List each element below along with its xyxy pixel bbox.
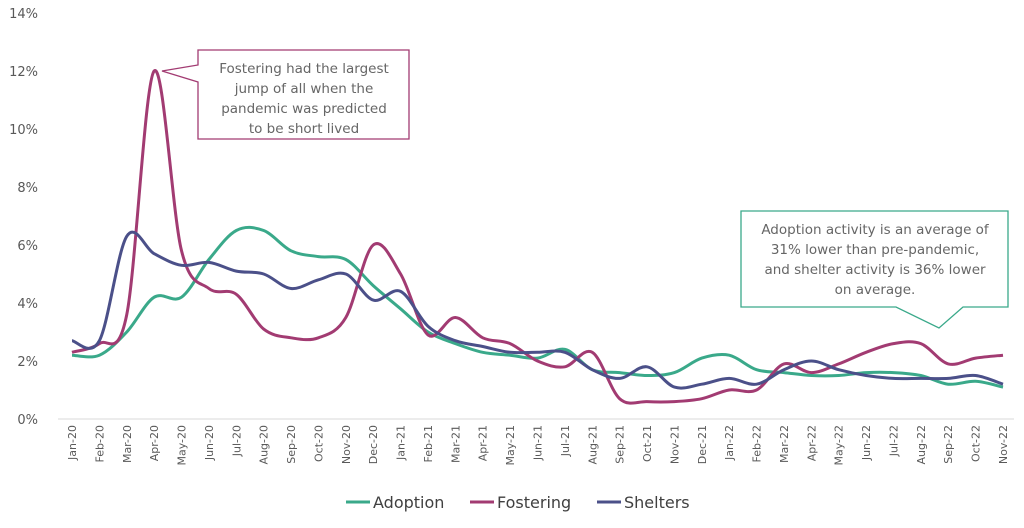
- x-tick-label: Aug-22: [915, 425, 928, 464]
- x-tick-label: Nov-22: [997, 425, 1010, 464]
- x-tick-label: Sep-21: [614, 425, 627, 464]
- x-tick-label: Oct-20: [312, 425, 325, 462]
- x-tick-label: Jan-20: [66, 425, 79, 461]
- x-tick-label: Jul-20: [230, 425, 243, 457]
- annotation-fostering-line: pandemic was predicted: [221, 101, 387, 117]
- x-tick-label: May-22: [833, 425, 846, 466]
- y-tick-label: 12%: [9, 65, 38, 80]
- x-tick-label: Feb-20: [93, 425, 106, 462]
- y-tick-label: 14%: [9, 7, 38, 22]
- annotation-fostering: Fostering had the largest jump of all wh…: [162, 50, 409, 139]
- x-tick-label: Nov-20: [340, 425, 353, 464]
- x-tick-label: Apr-20: [148, 425, 161, 461]
- x-tick-label: Nov-21: [668, 425, 681, 464]
- x-tick-label: Dec-21: [696, 425, 709, 464]
- x-tick-label: Dec-20: [367, 425, 380, 464]
- y-tick-label: 2%: [17, 355, 38, 370]
- legend-label-fostering: Fostering: [497, 493, 571, 512]
- x-tick-label: Jun-21: [532, 425, 545, 461]
- x-tick-label: Apr-21: [477, 425, 490, 461]
- x-tick-label: Jan-21: [395, 425, 408, 461]
- x-tick-label: Jul-21: [559, 425, 572, 457]
- x-tick-label: Aug-21: [586, 425, 599, 464]
- y-tick-label: 8%: [17, 181, 38, 196]
- x-tick-label: Mar-22: [778, 425, 791, 463]
- x-tick-label: Oct-22: [970, 425, 983, 462]
- annotation-adoption-line: on average.: [835, 282, 916, 298]
- x-tick-label: Aug-20: [258, 425, 271, 464]
- x-tick-label: Feb-22: [751, 425, 764, 462]
- annotation-adoption-line: Adoption activity is an average of: [761, 222, 990, 238]
- annotation-adoption-line: 31% lower than pre-pandemic,: [771, 242, 979, 258]
- y-axis: 0% 2% 4% 6% 8% 10% 12% 14%: [9, 7, 38, 428]
- x-tick-label: Mar-20: [121, 425, 134, 463]
- x-tick-label: May-20: [176, 425, 189, 466]
- x-tick-label: Jun-20: [203, 425, 216, 461]
- legend-label-shelters: Shelters: [624, 493, 690, 512]
- y-tick-label: 10%: [9, 123, 38, 138]
- annotation-fostering-line: to be short lived: [249, 121, 359, 137]
- x-tick-label: Jul-22: [887, 425, 900, 457]
- x-tick-label: Feb-21: [422, 425, 435, 462]
- annotation-fostering-line: Fostering had the largest: [219, 61, 389, 77]
- annotation-adoption-line: and shelter activity is 36% lower: [764, 262, 986, 278]
- legend-label-adoption: Adoption: [373, 493, 444, 512]
- y-tick-label: 6%: [17, 239, 38, 254]
- x-tick-label: Sep-20: [285, 425, 298, 464]
- x-tick-label: May-21: [504, 425, 517, 466]
- y-tick-label: 0%: [17, 413, 38, 428]
- x-tick-label: Apr-22: [805, 425, 818, 461]
- x-axis: Jan-20 Feb-20 Mar-20 Apr-20 May-20 Jun-20 Jul-…: [66, 425, 1010, 466]
- annotation-fostering-line: jump of all when the: [234, 81, 374, 97]
- x-tick-label: Jan-22: [723, 425, 736, 461]
- y-tick-label: 4%: [17, 297, 38, 312]
- x-tick-label: Jun-22: [860, 425, 873, 461]
- legend: Adoption Fostering Shelters: [346, 493, 690, 512]
- x-tick-label: Sep-22: [942, 425, 955, 464]
- annotation-adoption: Adoption activity is an average of 31% l…: [741, 211, 1008, 328]
- x-tick-label: Oct-21: [641, 425, 654, 462]
- x-tick-label: Mar-21: [449, 425, 462, 463]
